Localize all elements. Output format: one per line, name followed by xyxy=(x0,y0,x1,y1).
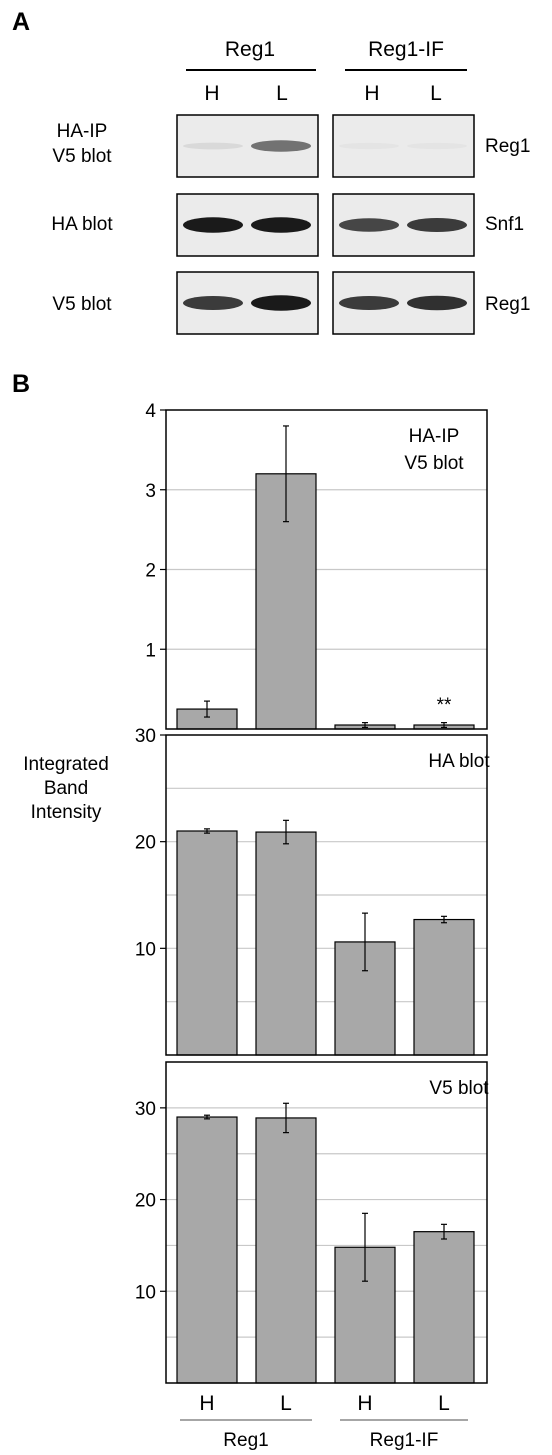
bar-ha-blot-reg1-h xyxy=(176,830,238,1056)
ytick-label-ha-blot-0: 10 xyxy=(135,939,156,960)
error-bar-ha-blot-reg1-l xyxy=(283,819,289,845)
y-axis-label-line3: Intensity xyxy=(31,802,102,823)
row3-left-label: V5 blot xyxy=(52,294,112,315)
panel-b: B Integrated Band Intensity 1 2 3 4 HA-IP V5 … xyxy=(12,370,490,1451)
category-label-reg1if-h: H xyxy=(357,1392,372,1415)
subplot-title-ha-ip-v5-blot-line1: HA-IP xyxy=(409,426,460,447)
plot-frame-v5-blot xyxy=(165,1061,488,1384)
band-row2-reg1-if-l xyxy=(407,218,467,232)
error-bar-ha-blot-reg1if-h xyxy=(362,912,368,972)
bar-ha-blot-reg1-l xyxy=(255,831,317,1056)
band-row2-reg1-if-h xyxy=(339,218,399,232)
ytick-label-ha-ip-v5-blot-2: 3 xyxy=(145,481,156,502)
row2-right-label: Snf1 xyxy=(485,214,524,235)
error-bar-v5-blot-reg1if-h xyxy=(362,1212,368,1282)
band-row1-reg1-if-l xyxy=(407,142,467,150)
panel-a-label: A xyxy=(12,8,30,36)
bar-v5-blot-reg1if-l xyxy=(413,1231,475,1384)
bar-v5-blot-reg1-l xyxy=(255,1117,317,1384)
ytick-label-ha-blot-2: 30 xyxy=(135,726,156,747)
subplot-v5-blot: 10 20 30 V5 blot xyxy=(135,1061,489,1384)
category-label-reg1if-l: L xyxy=(438,1392,450,1415)
group-label-reg1: Reg1 xyxy=(223,1430,268,1451)
error-bar-ha-ip-v5-blot-reg1-h xyxy=(204,700,210,718)
ytick-label-ha-ip-v5-blot-3: 4 xyxy=(145,401,156,422)
panel-a: A Reg1 Reg1-IF H L H L HA-IP V5 blot Reg… xyxy=(12,8,530,335)
category-label-reg1-l: L xyxy=(280,1392,292,1415)
error-bar-v5-blot-reg1if-l xyxy=(441,1223,447,1240)
band-row1-reg1-if-h xyxy=(339,142,399,150)
row1-right-label: Reg1 xyxy=(485,136,530,157)
row1-left-label-line2: V5 blot xyxy=(52,146,112,167)
group-header-reg1: Reg1 xyxy=(225,38,275,61)
ytick-label-v5-blot-0: 10 xyxy=(135,1282,156,1303)
subplot-title-ha-blot-line1: HA blot xyxy=(428,751,490,772)
subplot-title-v5-blot-line1: V5 blot xyxy=(429,1078,489,1099)
row1-left-label-line1: HA-IP xyxy=(57,121,108,142)
band-row1-reg1-l xyxy=(251,140,311,152)
bar-ha-blot-reg1if-l xyxy=(413,918,475,1056)
y-axis-label-line2: Band xyxy=(44,778,88,799)
row3-right-label: Reg1 xyxy=(485,294,530,315)
subplot-ha-ip-v5-blot: 1 2 3 4 HA-IP V5 blot ** xyxy=(145,401,488,730)
error-bar-ha-ip-v5-blot-reg1-l xyxy=(283,425,289,523)
error-bar-ha-ip-v5-blot-reg1if-l xyxy=(441,722,447,729)
error-bar-v5-blot-reg1-h xyxy=(204,1114,210,1120)
band-row2-reg1-h xyxy=(183,217,243,233)
band-row3-reg1-l xyxy=(251,295,311,311)
ytick-label-v5-blot-2: 30 xyxy=(135,1099,156,1120)
lane-label-reg1-l: L xyxy=(276,82,288,105)
error-bar-ha-blot-reg1-h xyxy=(204,828,210,834)
subplot-ha-blot: 10 20 30 HA blot xyxy=(135,726,490,1056)
ytick-label-ha-ip-v5-blot-0: 1 xyxy=(145,640,156,661)
band-row1-reg1-h xyxy=(183,142,243,150)
band-row3-reg1-if-l xyxy=(407,295,467,311)
category-label-reg1-h: H xyxy=(199,1392,214,1415)
ytick-label-ha-blot-1: 20 xyxy=(135,833,156,854)
group-header-reg1-if: Reg1-IF xyxy=(368,38,444,61)
row2-left-label: HA blot xyxy=(51,214,113,235)
error-bar-ha-ip-v5-blot-reg1if-h xyxy=(362,722,368,729)
ytick-label-ha-ip-v5-blot-1: 2 xyxy=(145,561,156,582)
band-row3-reg1-if-h xyxy=(339,296,399,310)
band-row2-reg1-l xyxy=(251,217,311,233)
lane-label-reg1if-l: L xyxy=(430,82,442,105)
error-bar-v5-blot-reg1-l xyxy=(283,1102,289,1134)
annotation-ha-ip-v5-blot-0: ** xyxy=(437,695,452,716)
bar-v5-blot-reg1-h xyxy=(176,1116,238,1384)
plot-frame-ha-blot xyxy=(165,734,488,1056)
lane-label-reg1-h: H xyxy=(204,82,219,105)
lane-label-reg1if-h: H xyxy=(364,82,379,105)
group-label-reg1-if: Reg1-IF xyxy=(370,1430,439,1451)
y-axis-label-line1: Integrated xyxy=(23,754,109,775)
band-row3-reg1-h xyxy=(183,296,243,310)
subplot-title-ha-ip-v5-blot-line2: V5 blot xyxy=(404,453,464,474)
panel-b-label: B xyxy=(12,370,30,398)
error-bar-ha-blot-reg1if-l xyxy=(441,915,447,924)
ytick-label-v5-blot-1: 20 xyxy=(135,1191,156,1212)
